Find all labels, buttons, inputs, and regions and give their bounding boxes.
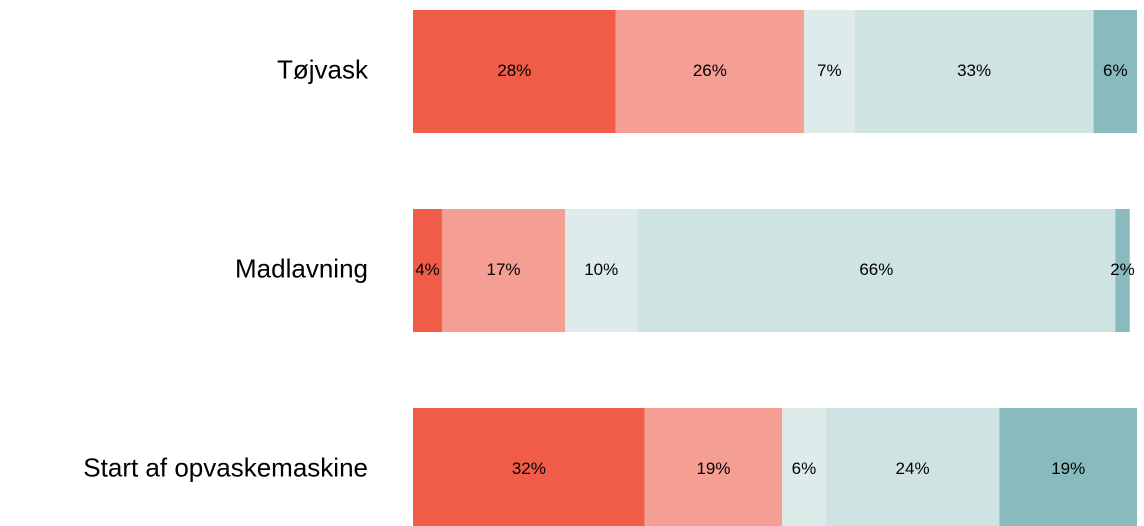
value-label: 19% <box>696 459 730 478</box>
value-label: 10% <box>584 260 618 279</box>
bar-segment <box>637 209 1116 332</box>
bar-segment <box>782 408 826 526</box>
value-label: 4% <box>415 260 440 279</box>
bar-segment <box>615 10 804 133</box>
category-label: Tøjvask <box>277 54 369 84</box>
bar-segment <box>999 408 1137 526</box>
value-label: 26% <box>693 61 727 80</box>
category-label: Madlavning <box>235 253 368 283</box>
value-label: 7% <box>817 61 842 80</box>
value-label: 66% <box>859 260 893 279</box>
value-label: 33% <box>957 61 991 80</box>
bar-segment <box>854 10 1094 133</box>
bar-segment <box>644 408 783 526</box>
bar-segment <box>413 10 616 133</box>
bar-segment <box>1093 10 1137 133</box>
bar-segment <box>413 408 645 526</box>
bar-segment <box>1115 209 1130 332</box>
value-label: 17% <box>486 260 520 279</box>
value-label: 24% <box>896 459 930 478</box>
bar-segment <box>825 408 1000 526</box>
category-label: Start af opvaskemaskine <box>83 452 368 482</box>
value-label: 6% <box>792 459 817 478</box>
value-label: 2% <box>1110 260 1135 279</box>
bar-segment <box>565 209 638 332</box>
value-label: 6% <box>1103 61 1128 80</box>
bar-segment <box>441 209 566 332</box>
value-label: 28% <box>497 61 531 80</box>
value-label: 32% <box>512 459 546 478</box>
bar-segment <box>803 10 855 133</box>
bar-segment <box>413 209 442 332</box>
value-label: 19% <box>1051 459 1085 478</box>
